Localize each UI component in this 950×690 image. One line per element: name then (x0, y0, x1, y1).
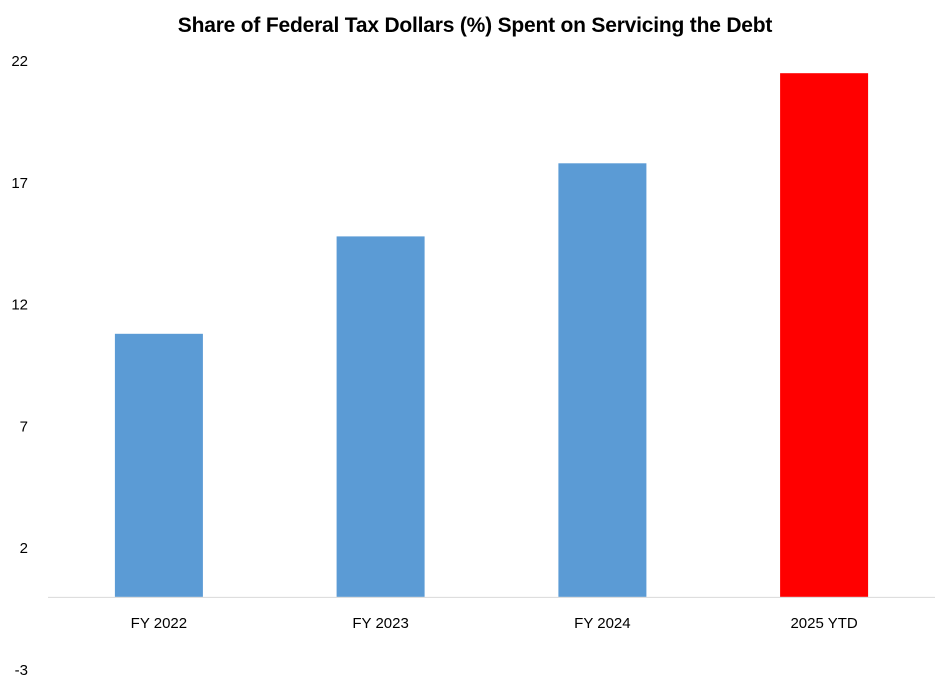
x-tick-label: 2025 YTD (790, 615, 857, 632)
y-tick-label: 12 (11, 297, 28, 314)
y-tick-label: 22 (11, 53, 28, 70)
bar-fy-2024 (558, 163, 647, 597)
x-tick-label: FY 2024 (574, 615, 630, 632)
y-tick-label: 2 (20, 540, 28, 557)
bar-2025-ytd (780, 73, 869, 597)
x-tick-label: FY 2022 (131, 615, 187, 632)
bar-fy-2022 (114, 333, 203, 597)
x-axis-ticks: FY 2022 FY 2023 FY 2024 2025 YTD (131, 615, 858, 632)
y-axis-ticks: 22 17 12 7 2 -3 (11, 53, 28, 679)
y-tick-label: -3 (15, 662, 28, 679)
bar-fy-2023 (336, 236, 425, 597)
x-tick-label: FY 2023 (352, 615, 408, 632)
y-tick-label: 7 (20, 418, 28, 435)
chart-title: Share of Federal Tax Dollars (%) Spent o… (177, 14, 773, 37)
y-tick-label: 17 (11, 175, 28, 192)
bars-group (114, 73, 869, 597)
